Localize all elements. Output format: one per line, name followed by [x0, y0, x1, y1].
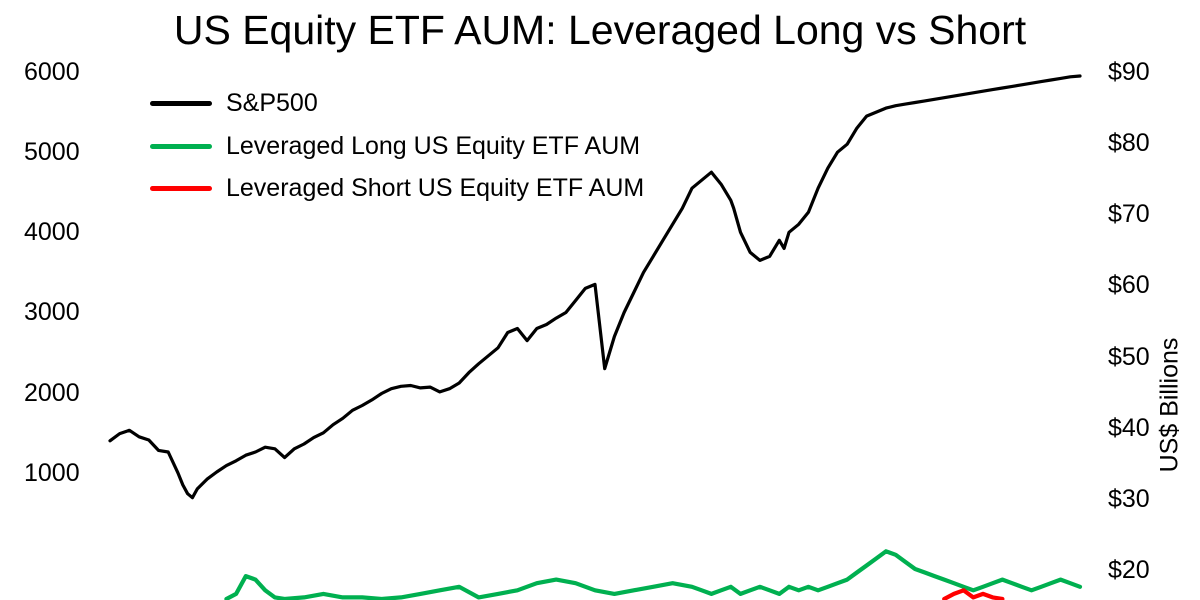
- right-axis-tick: $90: [1108, 58, 1150, 86]
- right-axis-tick: $80: [1108, 129, 1150, 157]
- right-axis-tick: $20: [1108, 556, 1150, 584]
- legend-swatch-leveraged-short: [150, 186, 212, 191]
- legend-label-leveraged-short: Leveraged Short US Equity ETF AUM: [226, 174, 645, 202]
- legend-label-sp500: S&P500: [226, 89, 318, 117]
- right-axis-tick: $70: [1108, 200, 1150, 228]
- left-axis-tick: 2000: [24, 379, 80, 407]
- left-axis-tick: 5000: [24, 138, 80, 166]
- legend-swatch-sp500: [150, 101, 212, 106]
- legend-swatch-leveraged-long: [150, 144, 212, 149]
- left-axis-tick: 1000: [24, 459, 80, 487]
- chart-title: US Equity ETF AUM: Leveraged Long vs Sho…: [173, 7, 1027, 53]
- leveraged-long-line: [224, 549, 1083, 600]
- right-axis-tick: $50: [1108, 343, 1150, 371]
- legend-label-leveraged-long: Leveraged Long US Equity ETF AUM: [226, 132, 641, 160]
- series-layer: [108, 74, 1083, 600]
- leveraged-short-line: [942, 588, 1005, 600]
- left-axis-tick: 3000: [24, 298, 80, 326]
- right-axis-tick: $60: [1108, 271, 1150, 299]
- left-axis-tick: 4000: [24, 218, 80, 246]
- left-axis-tick: 6000: [24, 58, 80, 86]
- right-axis-tick: $40: [1108, 414, 1150, 442]
- right-axis-tick: $30: [1108, 485, 1150, 513]
- sp500-line: [108, 74, 1082, 500]
